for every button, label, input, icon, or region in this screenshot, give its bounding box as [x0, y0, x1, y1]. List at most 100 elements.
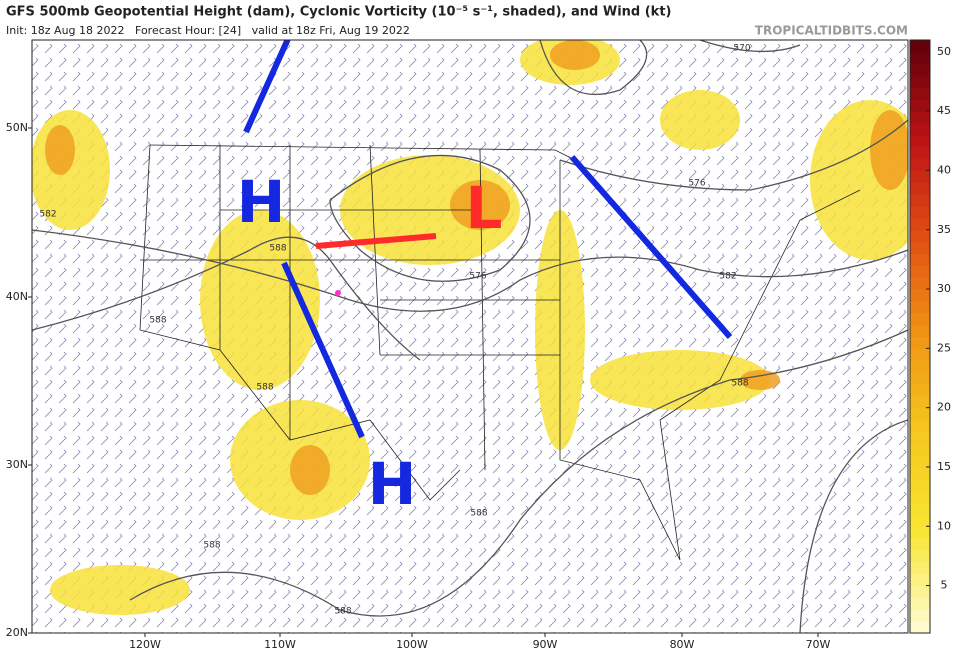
- colorbar-swatch: [910, 514, 930, 527]
- colorbar-swatch: [910, 490, 930, 504]
- pressure-center: H: [237, 168, 286, 236]
- annotations: H H L: [237, 168, 503, 518]
- map-frame: [31, 39, 909, 634]
- colorbar-swatch: [910, 348, 930, 361]
- colorbar-swatch: [910, 170, 930, 183]
- colorbar-frame: [909, 39, 931, 634]
- ridge-axes: [243, 40, 733, 439]
- contour-label: 588: [203, 541, 220, 551]
- lat-label: 20N: [6, 626, 28, 639]
- colorbar-swatch: [910, 395, 930, 409]
- colorbar-swatch: [910, 87, 930, 100]
- colorbar-swatch: [910, 621, 930, 634]
- lat-label: 40N: [6, 290, 28, 303]
- colorbar-swatch: [910, 182, 930, 195]
- contour-label: 588: [149, 316, 166, 326]
- title: GFS 500mb Geopotential Height (dam), Cyc…: [6, 5, 672, 20]
- map: [32, 40, 908, 633]
- pressure-center: L: [466, 174, 503, 242]
- contour-label: 576: [469, 272, 486, 282]
- colorbar-swatch: [910, 63, 930, 77]
- wind-barbs: [32, 40, 908, 633]
- colorbar-swatch: [910, 549, 930, 563]
- colorbar-swatch: [910, 300, 930, 314]
- lat-label: 50N: [6, 121, 28, 134]
- colorbar-swatch: [910, 158, 930, 171]
- colorbar-swatch: [910, 217, 930, 231]
- colorbar-swatch: [910, 111, 930, 124]
- height-contours: [32, 40, 908, 633]
- colorbar-swatch: [910, 360, 930, 373]
- colorbar-swatch: [910, 51, 930, 65]
- pressure-center: H: [368, 450, 417, 518]
- colorbar-swatch: [910, 419, 930, 432]
- contour-label: 588: [269, 244, 286, 254]
- trough-axis: [315, 233, 437, 249]
- colorbar-swatch: [910, 383, 930, 397]
- colorbar-tick-label: 5: [941, 579, 948, 592]
- lon-label: 120W: [129, 638, 161, 651]
- colorbar-swatch: [910, 324, 930, 337]
- colorbar-swatch: [910, 206, 930, 219]
- colorbar-tick-label: 10: [937, 519, 951, 532]
- colorbar-swatch: [910, 431, 930, 444]
- colorbar: 5 10 15 20 25 30 35 40 45 50: [909, 39, 951, 634]
- watermark: TROPICALTIDBITS.COM: [755, 24, 908, 38]
- point-marker: [335, 290, 341, 296]
- colorbar-swatch: [910, 40, 930, 53]
- lat-label: 30N: [6, 458, 28, 471]
- colorbar-swatch: [910, 289, 930, 302]
- contour-label: 582: [39, 210, 56, 220]
- lon-label: 70W: [806, 638, 831, 651]
- vorticity-high: [45, 40, 908, 495]
- contour-label: 582: [719, 272, 736, 282]
- colorbar-tick-label: 20: [937, 401, 951, 414]
- lon-label: 90W: [533, 638, 558, 651]
- colorbar-tick-label: 50: [937, 45, 951, 58]
- colorbar-swatch: [910, 502, 930, 515]
- colorbar-swatch: [910, 134, 930, 148]
- colorbar-swatch: [910, 277, 930, 290]
- colorbar-swatch: [910, 146, 930, 160]
- contour-label: 588: [256, 383, 273, 393]
- colorbar-tick-label: 40: [937, 163, 951, 176]
- colorbar-swatch: [910, 241, 930, 254]
- colorbar-swatch: [910, 585, 930, 598]
- colorbar-swatch: [910, 99, 930, 112]
- contour-label: 576: [688, 179, 705, 189]
- colorbar-swatch: [910, 194, 930, 207]
- colorbar-tick-label: 35: [937, 223, 951, 236]
- colorbar-swatch: [910, 253, 930, 266]
- colorbar-swatch: [910, 312, 930, 326]
- colorbar-swatch: [910, 123, 930, 136]
- colorbar-swatch: [910, 561, 930, 575]
- colorbar-swatch: [910, 372, 930, 385]
- political-borders: [139, 144, 861, 561]
- colorbar-tick-label: 45: [937, 104, 951, 117]
- contour-label: 588: [470, 509, 487, 519]
- colorbar-swatch: [910, 538, 930, 551]
- colorbar-swatch: [910, 526, 930, 539]
- colorbar-swatch: [910, 573, 930, 587]
- colorbar-tick-label: 15: [937, 460, 951, 473]
- colorbar-swatch: [910, 407, 930, 421]
- colorbar-swatch: [910, 609, 930, 622]
- lon-label: 80W: [670, 638, 695, 651]
- contour-label: 588: [731, 379, 748, 389]
- contour-label: 588: [334, 607, 351, 617]
- subtitle: Init: 18z Aug 18 2022 Forecast Hour: [24…: [6, 24, 410, 37]
- contour-label: 570: [733, 44, 750, 54]
- colorbar-swatch: [910, 466, 930, 480]
- colorbar-swatch: [910, 597, 930, 610]
- labels: 50N 40N 30N 20N 120W 110W 100W 90W 80W 70W 582 588 5…: [6, 44, 831, 652]
- colorbar-swatch: [910, 336, 930, 349]
- colorbar-tick-label: 25: [937, 341, 951, 354]
- colorbar-swatch: [910, 75, 930, 88]
- colorbar-swatch: [910, 229, 930, 243]
- lon-label: 100W: [396, 638, 428, 651]
- colorbar-swatch: [910, 443, 930, 456]
- lon-label: 110W: [264, 638, 296, 651]
- colorbar-swatch: [910, 478, 930, 492]
- colorbar-swatch: [910, 455, 930, 468]
